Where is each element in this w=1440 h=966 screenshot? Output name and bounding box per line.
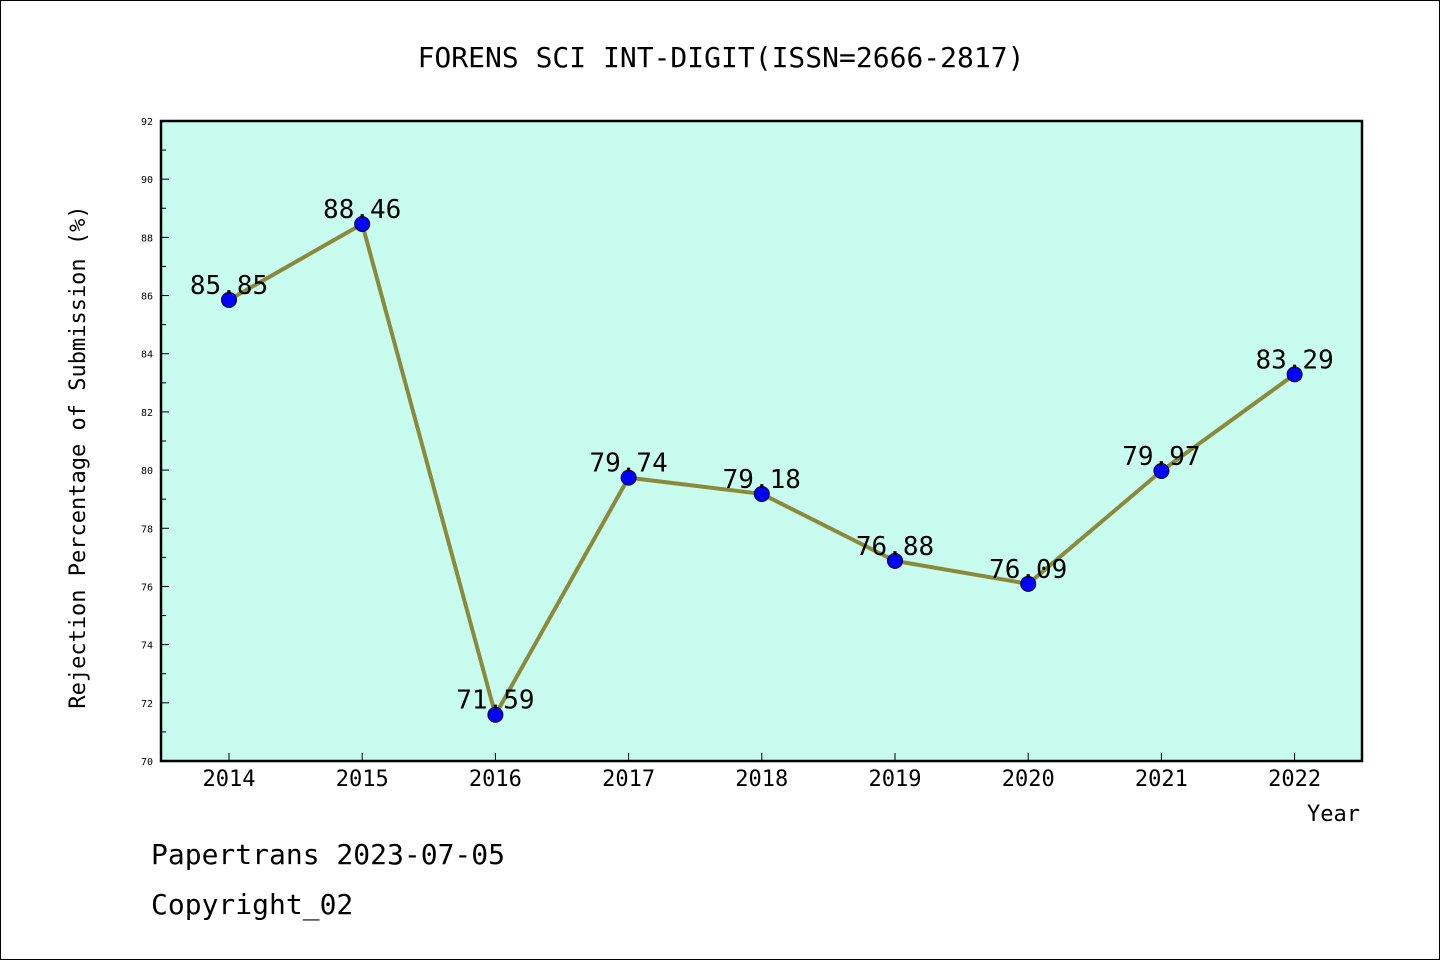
x-tick-label: 2014 [203,767,256,792]
data-point [487,706,504,723]
y-tick-label: 70 [141,757,153,768]
data-label: 85.85 [190,271,268,301]
y-tick-label: 86 [141,292,153,303]
x-tick-label: 2021 [1135,767,1188,792]
x-tick-label: 2018 [735,767,788,792]
y-axis-ticks: 70 72 74 76 78 80 82 84 86 88 90 92 [141,117,169,768]
data-label: 71.59 [456,686,534,716]
y-axis-label: Rejection Percentage of Submission (%) [66,205,91,708]
data-label: 76.88 [856,532,934,562]
y-tick-label: 72 [141,699,153,710]
y-tick-label: 84 [141,350,153,361]
x-tick-label: 2019 [869,767,922,792]
plot-border [159,119,1364,763]
data-point [1286,366,1303,383]
y-tick-label: 82 [141,408,153,419]
y-tick-label: 92 [141,117,153,128]
data-label: 79.74 [589,449,667,479]
y-tick-label: 80 [141,466,153,477]
x-tick-label: 2022 [1268,767,1321,792]
x-axis-label: Year [1307,802,1360,827]
series-group: 85.85 88.46 71.59 79.74 79.18 76.88 76.09 79.97… [190,195,1334,723]
data-point [354,215,371,232]
data-point [1020,575,1037,592]
x-tick-label: 2017 [602,767,655,792]
chart-title: FORENS SCI INT-DIGIT(ISSN=2666-2817) [418,41,1025,74]
y-tick-label: 88 [141,233,153,244]
data-point [1153,462,1170,479]
y-tick-label: 74 [141,641,153,652]
x-tick-label: 2016 [469,767,522,792]
data-point [620,469,637,486]
x-tick-label: 2015 [336,767,389,792]
y-tick-label: 78 [141,524,153,535]
y-tick-label: 76 [141,582,153,593]
x-axis-ticks: 2014 2015 2016 2017 2018 2019 2020 2021 2022 [203,753,1321,792]
data-point [887,552,903,569]
footer-copyright: Copyright_02 [151,888,353,922]
data-label: 79.18 [723,465,801,495]
data-label: 83.29 [1255,345,1333,375]
y-tick-label: 90 [141,175,153,186]
footer-source: Papertrans 2023-07-05 [151,838,505,871]
data-point [753,485,770,502]
data-label: 76.09 [989,555,1067,585]
data-label: 79.97 [1122,442,1200,472]
data-label: 88.46 [323,195,401,225]
x-tick-label: 2020 [1002,767,1055,792]
data-point [221,291,237,308]
